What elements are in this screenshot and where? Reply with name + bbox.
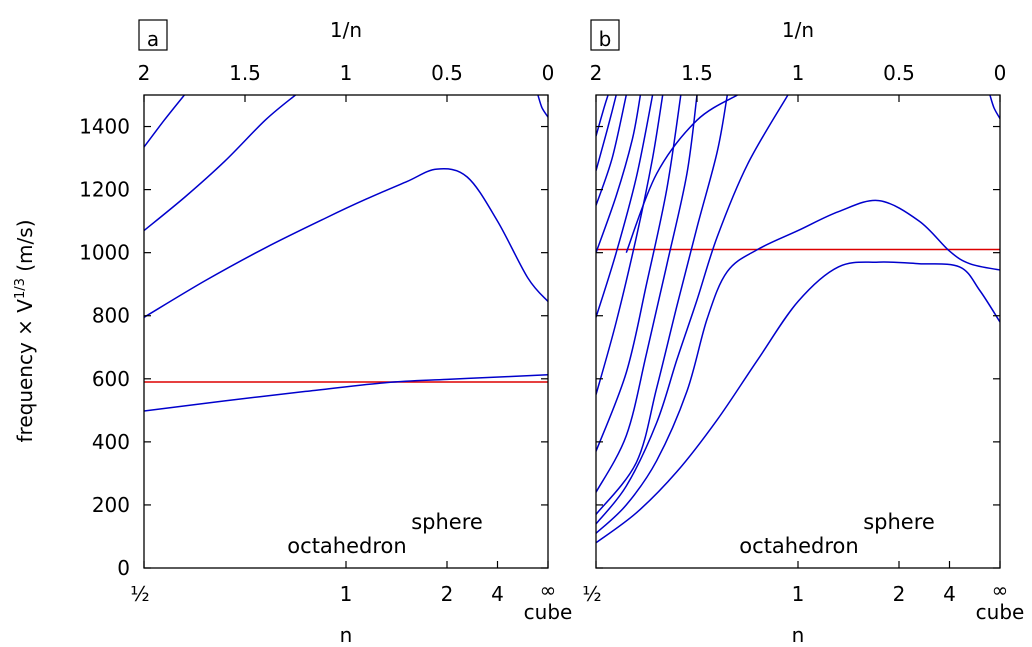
- x-tick-label: 1: [340, 582, 353, 606]
- panel-a: 0 200 400 600 800 1000 1200 1400 ½ 1 2 4 ∞cube 2 1.5 1 0…: [79, 18, 572, 647]
- x2-axis-label: 1/n: [330, 18, 362, 42]
- series-line-5: [596, 95, 698, 493]
- panel-label-box: [590, 19, 620, 51]
- x2-tick-label: 2: [138, 61, 151, 85]
- series-line-2: [596, 199, 1000, 534]
- y-tick-label: 800: [92, 304, 130, 328]
- series-line-12: [596, 95, 609, 137]
- annotation-sphere: sphere: [411, 510, 483, 534]
- x-tick-label: 1: [792, 582, 805, 606]
- series-line-1: [144, 373, 548, 412]
- series-line-14: [989, 95, 1000, 120]
- annotation-sphere: sphere: [863, 510, 935, 534]
- cube-label: cube: [976, 600, 1025, 624]
- x2-tick-label: 0: [994, 61, 1007, 85]
- x-tick-label: 4: [943, 582, 956, 606]
- series-line-6: [596, 95, 682, 452]
- y-axis-label-sup: 1/3: [13, 278, 28, 299]
- x-tick-label: ∞: [540, 578, 557, 602]
- x-axis-label: n: [792, 623, 805, 647]
- x2-tick-label: 1.5: [229, 61, 261, 85]
- x-tick-label: ½: [582, 582, 601, 606]
- y-tick-label: 1200: [79, 178, 130, 202]
- panel-label: b: [599, 27, 612, 51]
- series-line-11: [596, 95, 617, 171]
- x-tick-label: ∞: [992, 578, 1009, 602]
- x-tick-label: ½: [130, 582, 149, 606]
- x-tick-label: 2: [893, 582, 906, 606]
- series-line-7: [596, 95, 664, 395]
- x2-tick-label: 2: [590, 61, 603, 85]
- panel-label: a: [147, 27, 159, 51]
- y-tick-label: 600: [92, 367, 130, 391]
- x-tick-label: 2: [441, 582, 454, 606]
- series-line-10: [596, 95, 628, 206]
- plot-frame: [143, 94, 549, 569]
- series-line-4: [144, 95, 185, 148]
- x2-tick-label: 0: [542, 61, 555, 85]
- series-line-8: [596, 95, 654, 318]
- series-line-5: [537, 95, 548, 118]
- annotation-octahedron: octahedron: [739, 534, 858, 558]
- y-tick-label: 200: [92, 493, 130, 517]
- series-line-4: [596, 95, 729, 515]
- series-line-9: [596, 95, 642, 253]
- curves: [596, 95, 1000, 544]
- y-axis-label: frequency × V1/3 (m/s): [13, 220, 37, 443]
- x2-tick-label: 1: [792, 61, 805, 85]
- series-line-1: [596, 261, 1000, 544]
- curves: [144, 95, 548, 412]
- x2-axis-label: 1/n: [782, 18, 814, 42]
- y-axis-label-unit: (m/s): [13, 220, 37, 279]
- y-tick-label: 400: [92, 430, 130, 454]
- y-tick-label: 1000: [79, 241, 130, 265]
- x2-tick-label: 0.5: [431, 61, 463, 85]
- y-axis-label-main: frequency × V: [13, 299, 37, 443]
- x-axis-label: n: [340, 623, 353, 647]
- y-tick-label: 0: [117, 556, 130, 580]
- x2-tick-label: 1.5: [681, 61, 713, 85]
- plot-frame: [595, 94, 1001, 569]
- y-tick-label: 1400: [79, 115, 130, 139]
- x-tick-label: 4: [491, 582, 504, 606]
- series-line-3: [144, 95, 296, 232]
- series-line-2: [144, 168, 548, 318]
- annotation-octahedron: octahedron: [287, 534, 406, 558]
- cube-label: cube: [524, 600, 573, 624]
- series-line-3: [596, 95, 789, 525]
- x2-tick-label: 1: [340, 61, 353, 85]
- panel-label-box: [138, 19, 168, 51]
- series-line-13: [625, 95, 738, 253]
- x2-tick-label: 0.5: [883, 61, 915, 85]
